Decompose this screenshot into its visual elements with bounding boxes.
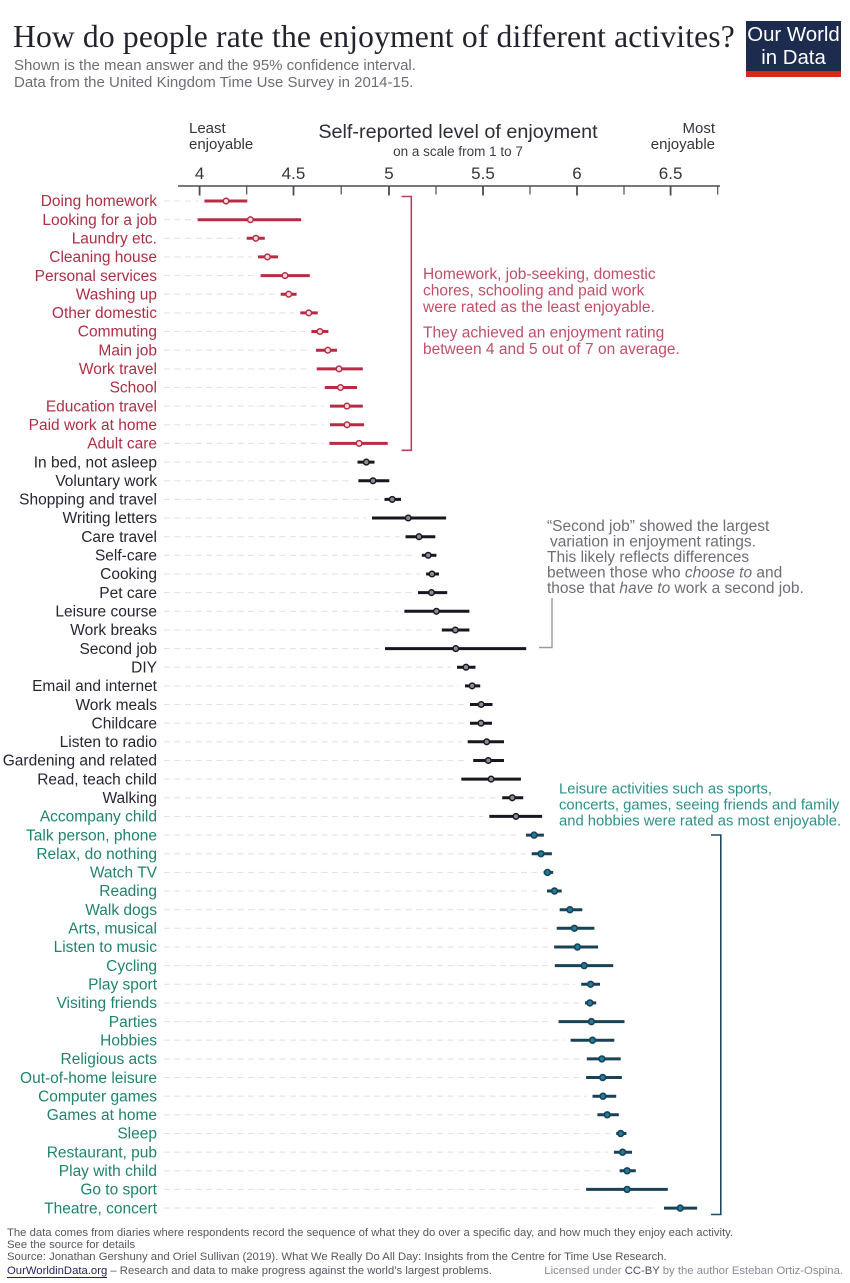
svg-text:between 4 and 5 out of 7 on av: between 4 and 5 out of 7 on average. [423,341,680,358]
svg-text:Doing homework: Doing homework [41,193,158,210]
svg-text:Leisure activities such as spo: Leisure activities such as sports, [559,782,772,798]
svg-text:5.5: 5.5 [471,164,495,183]
svg-text:They achieved an enjoyment rat: They achieved an enjoyment rating [423,325,664,342]
svg-text:chores, schooling and paid wor: chores, schooling and paid work [423,283,645,300]
svg-text:Other domestic: Other domestic [52,305,157,322]
svg-text:Leisure course: Leisure course [55,604,157,621]
svg-text:enjoyable: enjoyable [189,136,253,153]
svg-text:Reading: Reading [99,883,157,900]
svg-text:those that have to work a seco: those that have to work a second job. [547,580,804,597]
svg-text:Least: Least [189,120,227,137]
svg-text:Cycling: Cycling [106,958,157,975]
svg-text:Care travel: Care travel [81,529,157,546]
svg-text:Listen to radio: Listen to radio [60,734,157,751]
svg-text:Work meals: Work meals [75,697,157,714]
svg-text:Read, teach child: Read, teach child [37,771,157,788]
svg-text:Computer games: Computer games [38,1088,157,1105]
svg-text:Go to sport: Go to sport [80,1182,157,1199]
svg-text:Pet care: Pet care [99,585,157,602]
svg-text:Childcare: Childcare [92,715,157,732]
svg-text:Religious acts: Religious acts [61,1051,158,1068]
svg-text:Walking: Walking [102,790,157,807]
svg-text:This likely reflects differenc: This likely reflects differences [547,549,749,566]
svg-text:In bed, not asleep: In bed, not asleep [34,454,157,471]
svg-text:Second job: Second job [79,641,157,658]
svg-text:Accompany child: Accompany child [40,809,157,826]
svg-text:Watch TV: Watch TV [90,865,158,882]
svg-text:Listen to music: Listen to music [54,939,158,956]
svg-text:Parties: Parties [109,1014,157,1031]
svg-text:Theatre, concert: Theatre, concert [44,1200,158,1217]
svg-text:6: 6 [572,164,581,183]
svg-text:Play with child: Play with child [59,1163,157,1180]
svg-text:Self-care: Self-care [95,548,157,565]
svg-text:Adult care: Adult care [87,436,157,453]
svg-text:Looking for a job: Looking for a job [42,212,157,229]
svg-text:Email and internet: Email and internet [32,678,158,695]
svg-text:Talk person, phone: Talk person, phone [26,827,157,844]
svg-text:Washing up: Washing up [76,286,157,303]
svg-text:School: School [110,380,157,397]
svg-text:Relax, do nothing: Relax, do nothing [36,846,157,863]
svg-text:Work travel: Work travel [79,361,157,378]
svg-text:on a scale from 1 to 7: on a scale from 1 to 7 [393,144,523,159]
svg-text:Voluntary work: Voluntary work [55,473,157,490]
svg-text:Visiting friends: Visiting friends [56,995,157,1012]
svg-text:Homework, job-seeking, domesti: Homework, job-seeking, domestic [423,266,656,283]
svg-text:concerts, games, seeing friend: concerts, games, seeing friends and fami… [559,798,840,814]
svg-text:Arts, musical: Arts, musical [68,921,157,938]
svg-text:between those who choose to an: between those who choose to and [547,565,782,582]
svg-text:Self-reported level of enjoyme: Self-reported level of enjoyment [318,121,598,143]
svg-text:Restaurant, pub: Restaurant, pub [47,1144,157,1161]
svg-text:Education travel: Education travel [46,398,157,415]
svg-text:enjoyable: enjoyable [651,136,715,153]
svg-text:Main job: Main job [98,342,157,359]
svg-text:“Second job” showed the larges: “Second job” showed the largest [547,518,770,535]
svg-text:Laundry etc.: Laundry etc. [72,231,157,248]
svg-text:Personal services: Personal services [35,268,158,285]
svg-text:DIY: DIY [131,660,157,677]
svg-text:were rated as the least enjoya: were rated as the least enjoyable. [422,299,655,316]
svg-text:Out-of-home leisure: Out-of-home leisure [20,1070,157,1087]
svg-text:Writing letters: Writing letters [63,510,158,527]
svg-text:Most: Most [682,120,715,137]
svg-text:Cleaning house: Cleaning house [49,249,157,266]
svg-text:Paid work at home: Paid work at home [29,417,157,434]
svg-text:Gardening and related: Gardening and related [3,753,157,770]
svg-text:6.5: 6.5 [659,164,683,183]
svg-text:Games at home: Games at home [47,1107,157,1124]
svg-text:Cooking: Cooking [100,566,157,583]
svg-text:and hobbies were rated as most: and hobbies were rated as most enjoyable… [559,814,841,830]
svg-text:Hobbies: Hobbies [100,1033,157,1050]
svg-text:Commuting: Commuting [78,324,157,341]
svg-text:Walk dogs: Walk dogs [85,902,157,919]
svg-text:Work breaks: Work breaks [70,622,157,639]
svg-text:Shopping and travel: Shopping and travel [19,492,157,509]
svg-text:4: 4 [195,164,204,183]
svg-text:4.5: 4.5 [282,164,306,183]
svg-text:variation in enjoyment ratings: variation in enjoyment ratings. [550,534,756,551]
svg-text:Sleep: Sleep [117,1126,157,1143]
svg-text:Play sport: Play sport [88,977,158,994]
svg-text:5: 5 [384,164,393,183]
